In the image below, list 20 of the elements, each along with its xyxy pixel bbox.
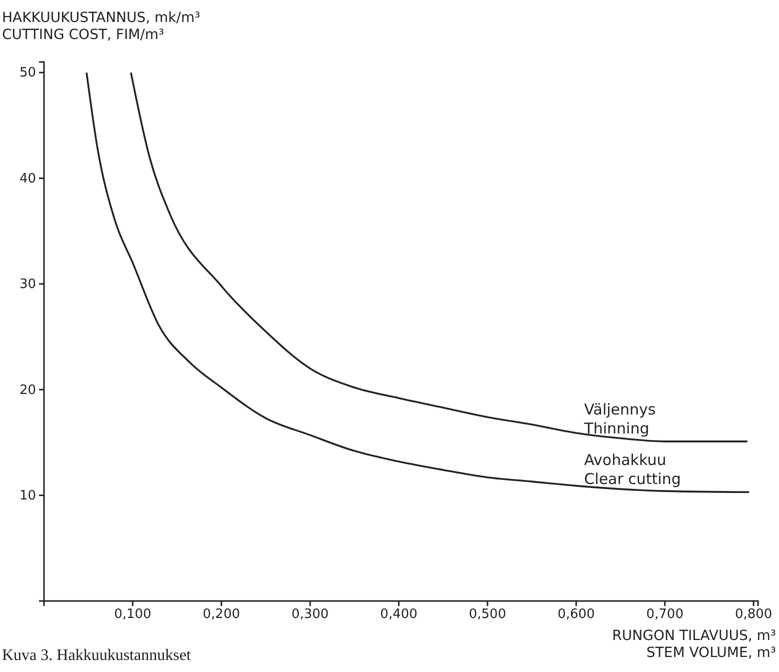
x-tick-label: 0,700 — [646, 607, 684, 622]
y-tick-label: 20 — [19, 382, 36, 398]
text: Kuva 3. Hakkuukustannukset — [2, 647, 192, 664]
x-tick-label: 0,100 — [114, 607, 152, 622]
y-tick-label: 50 — [19, 66, 36, 81]
y-tick-label: 40 — [19, 171, 36, 186]
x-tick-label: 0,200 — [202, 607, 240, 622]
y-axis-title: HAKKUUKUSTANNUS, mk/m³ CUTTING COST, FIM/m³ — [2, 10, 200, 43]
x-tick-label: 0,300 — [291, 607, 329, 622]
series-label: Väljennys Thinning — [583, 400, 656, 438]
y-tick-label: 30 — [19, 277, 36, 292]
x-axis-title: RUNGON TILAVUUS, m³ STEM VOLUME, m³ — [612, 628, 776, 661]
y-tick-label: 10 — [19, 488, 36, 504]
x-tick-label: 0,400 — [380, 607, 418, 622]
series-label: Avohakkuu Clear cutting — [584, 451, 681, 488]
x-tick-label: 0,600 — [558, 607, 595, 622]
line-series — [86, 72, 750, 494]
line-series — [130, 72, 748, 442]
x-tick-label: 0,800 — [734, 607, 772, 622]
x-tick-label: 0,500 — [468, 607, 506, 622]
